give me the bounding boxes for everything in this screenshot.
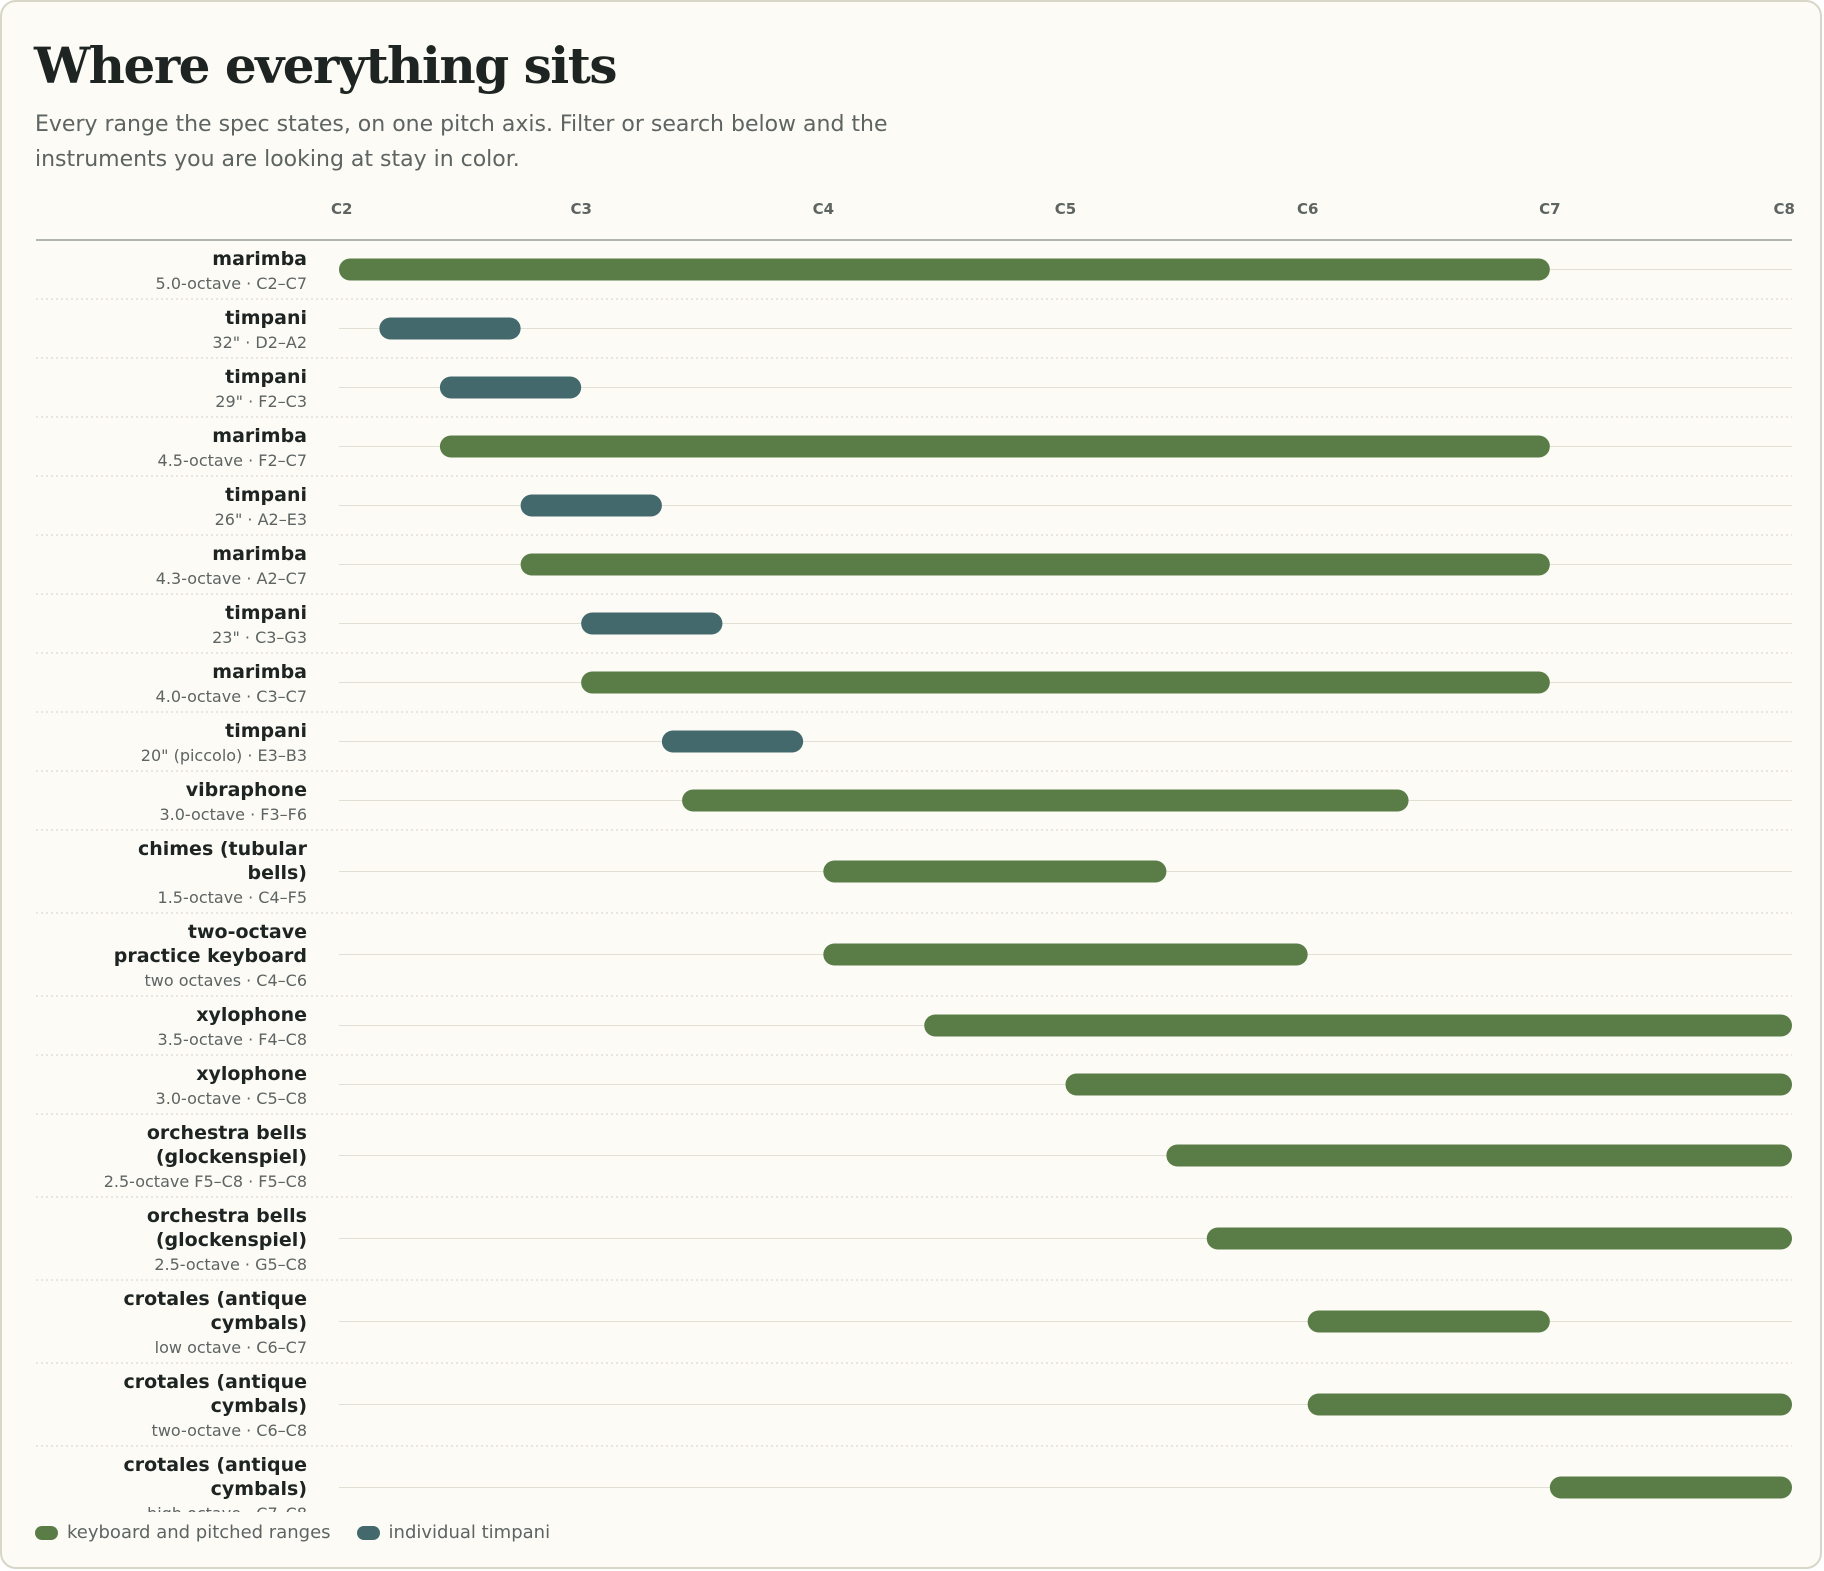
x-tick-label: C5 (1055, 200, 1076, 218)
row-detail: 20" (piccolo) · E3–B3 (141, 746, 307, 765)
row-detail: two-octave · C6–C8 (152, 1421, 307, 1440)
row-name: crotales (antique cymbals) (123, 1371, 307, 1417)
row-detail: 26" · A2–E3 (215, 510, 307, 529)
legend-item-timpani: individual timpani (356, 1522, 551, 1543)
legend: keyboard and pitched ranges individual t… (35, 1522, 576, 1543)
range-bar (581, 612, 723, 635)
row-detail: 4.5-octave · F2–C7 (158, 451, 307, 470)
page-subtitle: Every range the spec states, on one pitc… (35, 112, 888, 172)
legend-swatch-timpani (356, 1525, 380, 1540)
row-name: marimba (212, 425, 307, 447)
x-tick-label: C3 (570, 200, 591, 218)
row-name: crotales (antique cymbals) (123, 1288, 307, 1334)
range-bar (1166, 1144, 1792, 1167)
row-detail: 3.0-octave · C5–C8 (156, 1089, 307, 1108)
row-name: timpani (225, 602, 307, 624)
range-bar (379, 317, 521, 340)
range-bar (682, 789, 1409, 812)
row-name: two-octave practice keyboard (114, 921, 307, 967)
row-detail: 4.0-octave · C3–C7 (156, 687, 307, 706)
legend-label-timpani: individual timpani (388, 1522, 551, 1543)
row-detail: low octave · C6–C7 (155, 1338, 307, 1357)
row-detail: 2.5-octave · G5–C8 (154, 1255, 307, 1274)
row-name: marimba (212, 248, 307, 270)
row-name: timpani (225, 484, 307, 506)
page-title: Where everything sits (34, 36, 618, 95)
row-detail: 23" · C3–G3 (212, 628, 307, 647)
row-name: vibraphone (186, 779, 307, 801)
row-detail: 3.0-octave · F3–F6 (159, 805, 307, 824)
range-bar (581, 671, 1550, 694)
legend-item-keyboard: keyboard and pitched ranges (35, 1522, 331, 1543)
x-tick-label: C6 (1297, 200, 1318, 218)
range-bar (520, 553, 1550, 576)
row-detail: 3.5-octave · F4–C8 (158, 1030, 307, 1049)
row-name: timpani (225, 366, 307, 388)
x-tick-label: C2 (331, 200, 352, 218)
x-tick-label: C4 (813, 200, 834, 218)
row-name: crotales (antique cymbals) (123, 1454, 307, 1500)
range-bar (661, 730, 804, 753)
row-detail: 5.0-octave · C2–C7 (156, 274, 307, 293)
row-detail: 2.5-octave F5–C8 · F5–C8 (104, 1172, 307, 1191)
range-bar (439, 435, 1550, 458)
row-name: xylophone (196, 1004, 307, 1026)
row-name: timpani (225, 307, 307, 329)
range-bar (1549, 1476, 1792, 1499)
range-bar (1307, 1310, 1550, 1333)
row-name: timpani (225, 720, 307, 742)
range-bar (520, 494, 662, 517)
row-name: chimes (tubular bells) (138, 838, 308, 884)
row-detail: 4.3-octave · A2–C7 (156, 569, 307, 588)
legend-label-keyboard: keyboard and pitched ranges (67, 1522, 331, 1543)
range-bar (1065, 1073, 1792, 1096)
row-name: orchestra bells (glockenspiel) (147, 1205, 307, 1251)
range-bar (823, 860, 1167, 883)
range-bar (339, 258, 1550, 281)
row-name: xylophone (196, 1063, 307, 1085)
row-name: orchestra bells (glockenspiel) (147, 1122, 307, 1168)
range-bar (823, 943, 1308, 966)
range-bar (924, 1014, 1792, 1037)
range-bar (1307, 1393, 1792, 1416)
x-tick-label: C8 (1774, 200, 1795, 218)
row-detail: 1.5-octave · C4–F5 (158, 888, 307, 907)
legend-swatch-keyboard (35, 1525, 58, 1540)
range-bar (1206, 1227, 1792, 1250)
row-name: marimba (212, 543, 307, 565)
range-bar (439, 376, 582, 399)
row-name: marimba (212, 661, 307, 683)
pitch-range-chart: C2 C3 C4 C5 C6 C7 C8 marimba 5.0-octave · C2–C7 t… (36, 200, 1795, 1512)
row-detail: two octaves · C4–C6 (144, 971, 307, 990)
row-detail: high octave · C7–C8 (147, 1504, 307, 1512)
row-detail: 32" · D2–A2 (212, 333, 307, 352)
row-detail: 29" · F2–C3 (215, 392, 307, 411)
x-tick-label: C7 (1539, 200, 1560, 218)
